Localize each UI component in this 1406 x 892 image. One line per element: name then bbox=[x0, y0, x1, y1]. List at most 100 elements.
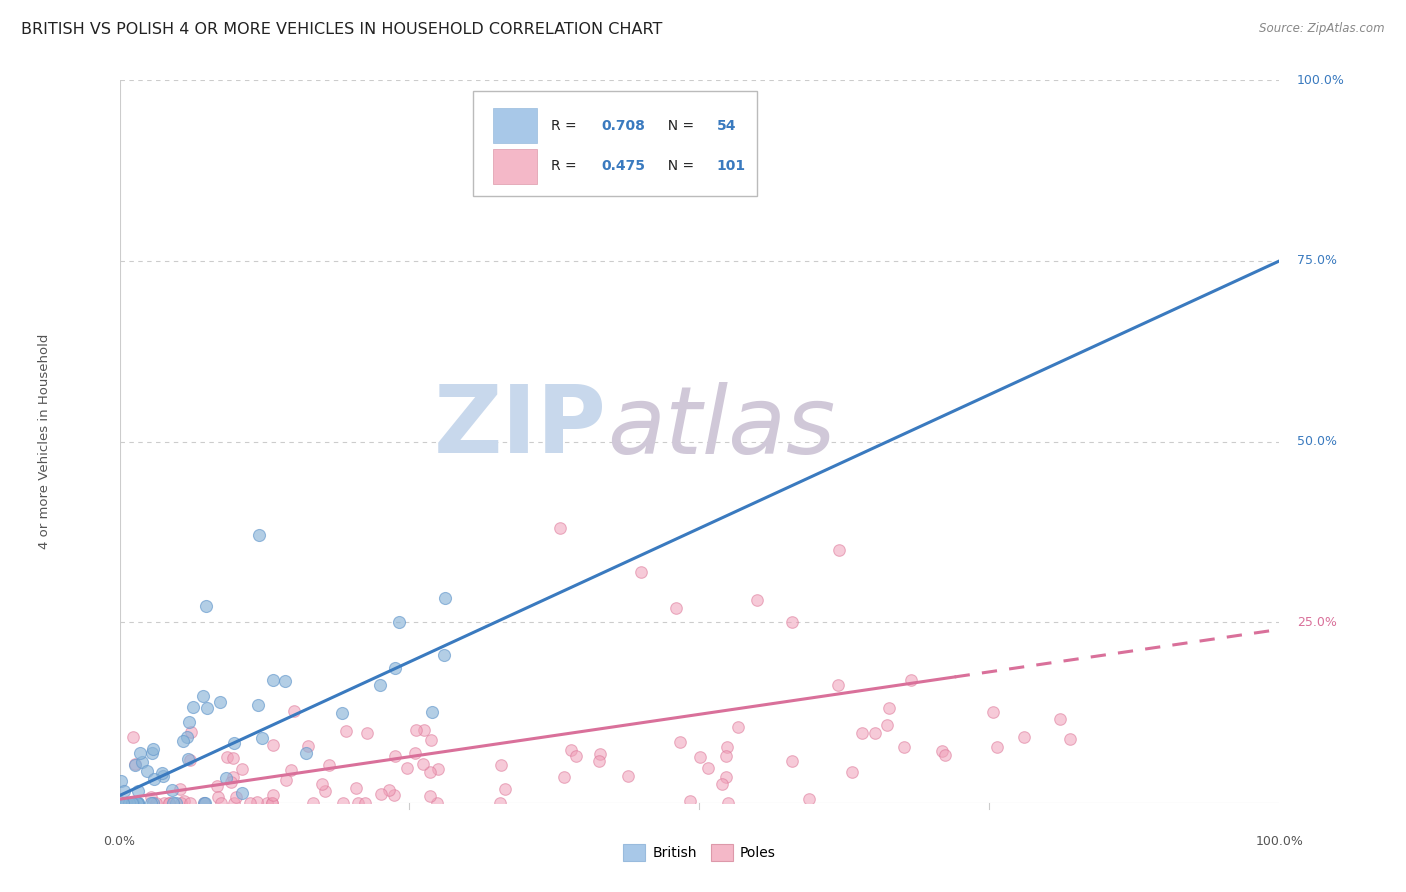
Point bbox=[222, 736, 245, 750]
Point bbox=[176, 752, 198, 766]
Point bbox=[782, 615, 804, 630]
Point bbox=[314, 783, 336, 797]
Point bbox=[180, 724, 202, 739]
Point bbox=[256, 796, 278, 810]
Point bbox=[157, 796, 180, 810]
Point bbox=[231, 762, 253, 776]
Point bbox=[332, 796, 354, 810]
Point bbox=[630, 565, 652, 579]
Point bbox=[207, 789, 229, 804]
Point bbox=[420, 706, 443, 720]
Point bbox=[153, 796, 176, 810]
Point bbox=[118, 796, 141, 810]
Point bbox=[297, 739, 319, 753]
Point bbox=[354, 796, 377, 810]
Point bbox=[318, 757, 340, 772]
Point bbox=[262, 788, 284, 802]
Point bbox=[225, 790, 247, 805]
Point bbox=[231, 786, 253, 800]
Point bbox=[405, 723, 427, 738]
Point bbox=[747, 593, 769, 607]
Point bbox=[426, 796, 449, 810]
Point bbox=[209, 796, 232, 810]
Point bbox=[346, 780, 368, 795]
Point bbox=[710, 777, 733, 791]
FancyBboxPatch shape bbox=[474, 91, 758, 196]
Text: N =: N = bbox=[659, 119, 699, 133]
Point bbox=[388, 615, 411, 630]
Point bbox=[215, 750, 238, 764]
Point bbox=[152, 769, 174, 783]
Text: 25.0%: 25.0% bbox=[1296, 615, 1337, 629]
Point bbox=[1012, 731, 1035, 745]
Point bbox=[262, 796, 284, 810]
Point bbox=[330, 706, 353, 720]
Text: 50.0%: 50.0% bbox=[1296, 435, 1337, 448]
Point bbox=[302, 796, 325, 810]
Point bbox=[169, 796, 191, 810]
Point bbox=[851, 726, 873, 740]
Point bbox=[274, 673, 297, 688]
Point bbox=[550, 521, 572, 535]
Point bbox=[111, 796, 134, 810]
Legend: British, Poles: British, Poles bbox=[616, 838, 783, 868]
Point bbox=[1049, 712, 1071, 726]
Point bbox=[494, 781, 516, 796]
Point bbox=[141, 746, 163, 760]
Point bbox=[311, 777, 333, 791]
Point bbox=[262, 738, 284, 752]
Point bbox=[160, 783, 183, 797]
Text: Source: ZipAtlas.com: Source: ZipAtlas.com bbox=[1260, 22, 1385, 36]
Point bbox=[368, 678, 391, 692]
Point bbox=[489, 758, 512, 772]
Point bbox=[205, 780, 228, 794]
Text: atlas: atlas bbox=[607, 382, 835, 473]
Point bbox=[295, 746, 318, 760]
Point bbox=[377, 782, 399, 797]
Text: 101: 101 bbox=[717, 160, 747, 173]
Point bbox=[689, 749, 711, 764]
Point bbox=[239, 796, 262, 810]
Point bbox=[142, 796, 165, 810]
Point bbox=[274, 772, 297, 787]
Point bbox=[679, 794, 702, 808]
Point bbox=[665, 600, 688, 615]
Point bbox=[384, 788, 406, 802]
Point bbox=[426, 762, 449, 776]
Point bbox=[934, 748, 956, 763]
Point bbox=[122, 796, 145, 810]
Point bbox=[697, 761, 720, 775]
Point bbox=[222, 770, 245, 784]
Point bbox=[727, 720, 749, 734]
Point bbox=[131, 755, 153, 769]
Point bbox=[433, 591, 456, 606]
Point bbox=[617, 769, 640, 783]
Text: 4 or more Vehicles in Household: 4 or more Vehicles in Household bbox=[38, 334, 51, 549]
Point bbox=[222, 796, 245, 810]
Point bbox=[246, 698, 269, 713]
Point bbox=[215, 772, 238, 786]
Text: R =: R = bbox=[551, 160, 581, 173]
Point bbox=[876, 718, 898, 732]
Point bbox=[900, 673, 922, 688]
Point bbox=[260, 796, 283, 810]
Text: 0.0%: 0.0% bbox=[104, 835, 135, 848]
Point bbox=[280, 763, 302, 777]
Point bbox=[136, 764, 159, 778]
Point bbox=[114, 796, 136, 810]
Point bbox=[782, 754, 804, 768]
Point bbox=[335, 723, 357, 738]
Text: 100.0%: 100.0% bbox=[1296, 74, 1344, 87]
Point bbox=[142, 742, 165, 756]
Point bbox=[121, 730, 143, 744]
Point bbox=[195, 701, 218, 715]
Point bbox=[157, 796, 180, 810]
Point bbox=[150, 766, 173, 780]
Point bbox=[193, 796, 215, 810]
Point bbox=[841, 764, 863, 779]
Point bbox=[124, 796, 146, 810]
Point bbox=[252, 731, 274, 746]
Point bbox=[221, 775, 243, 789]
Point bbox=[347, 796, 370, 810]
Text: 75.0%: 75.0% bbox=[1296, 254, 1337, 268]
